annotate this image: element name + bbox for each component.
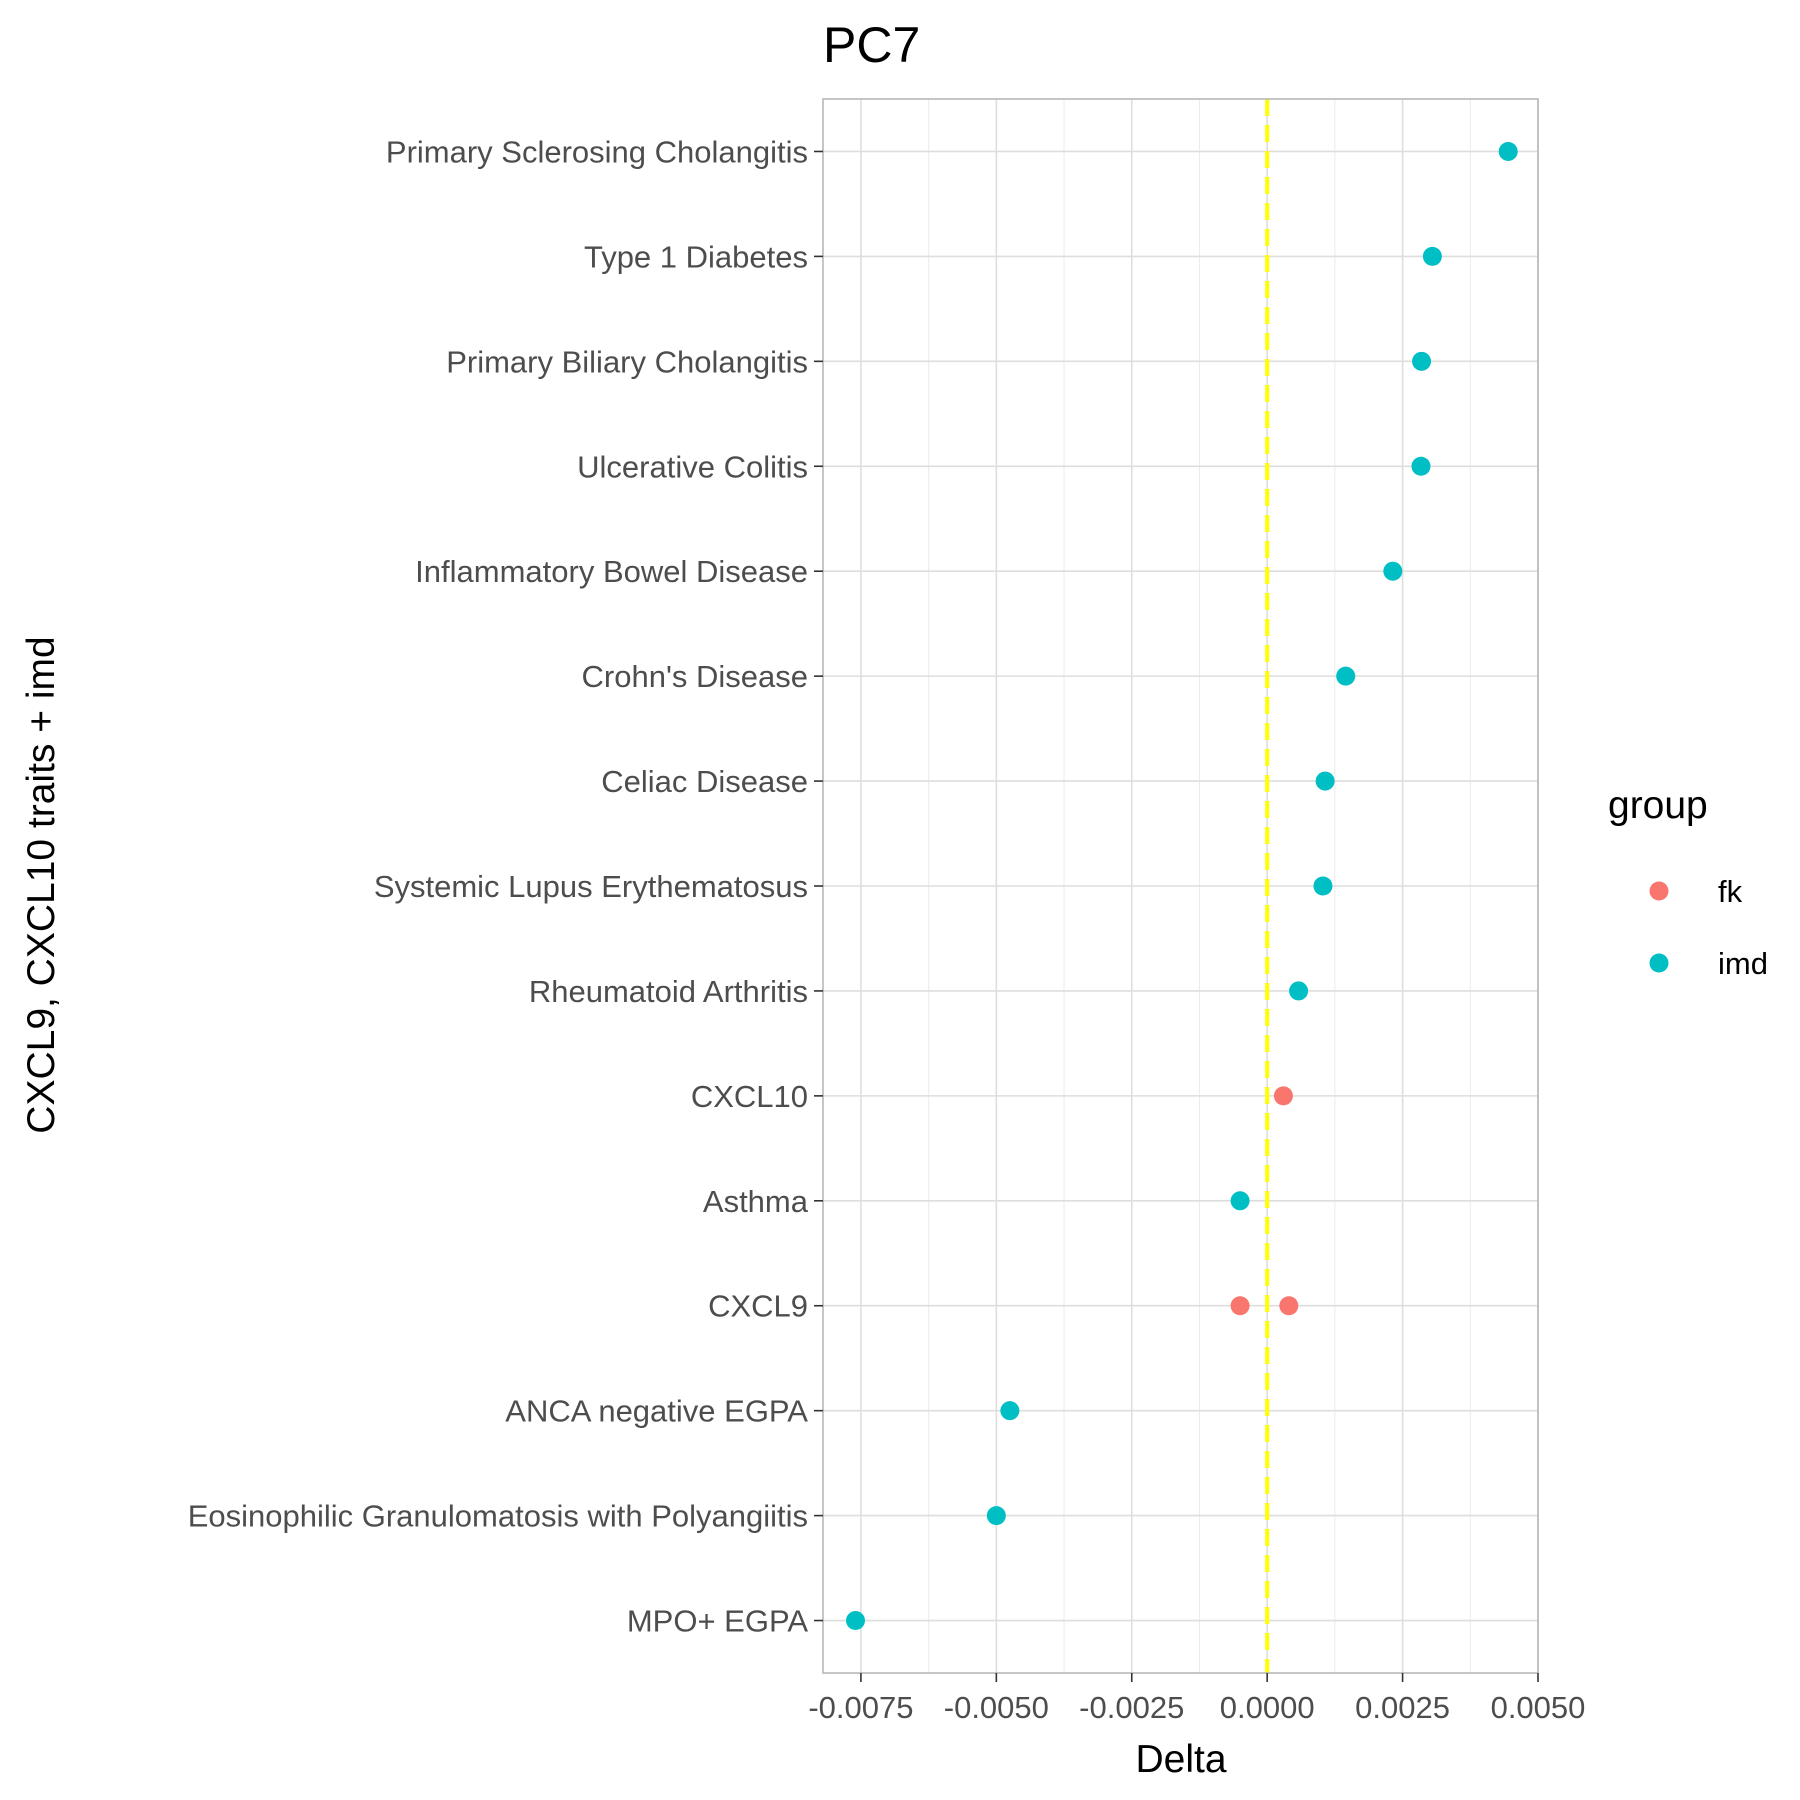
x-tick-label: 0.0000 [1220, 1690, 1315, 1725]
y-tick-label: Systemic Lupus Erythematosus [374, 869, 808, 904]
y-tick-label: Crohn's Disease [582, 659, 808, 694]
data-point-imd [1315, 771, 1335, 791]
data-point-imd [1230, 1191, 1250, 1211]
y-tick-label: ANCA negative EGPA [505, 1394, 808, 1429]
data-point-imd [1498, 141, 1518, 161]
x-axis-title: Delta [1135, 1738, 1226, 1781]
x-tick-label: 0.0050 [1491, 1690, 1586, 1725]
chart-title: PC7 [823, 17, 920, 73]
x-tick-label: -0.0025 [1079, 1690, 1184, 1725]
data-point-imd [1000, 1401, 1020, 1421]
legend-key-imd [1649, 953, 1669, 973]
data-point-fk [1273, 1086, 1293, 1106]
x-tick-label: -0.0050 [944, 1690, 1049, 1725]
legend-label-fk: fk [1718, 874, 1743, 909]
legend-key-fk [1649, 881, 1669, 901]
y-tick-label: Eosinophilic Granulomatosis with Polyang… [188, 1499, 808, 1534]
y-tick-label: CXCL9 [708, 1289, 808, 1324]
legend-label-imd: imd [1718, 946, 1768, 981]
y-axis-title: CXCL9, CXCL10 traits + imd [20, 636, 63, 1133]
data-point-imd [1411, 456, 1431, 476]
legend-title: group [1608, 784, 1708, 827]
data-point-imd [1383, 561, 1403, 581]
y-tick-label: Primary Biliary Cholangitis [446, 344, 808, 379]
axes: -0.0075 -0.0050 -0.0025 0.0000 0.0025 0.0050 P… [188, 134, 1586, 1725]
legend: group fk imd [1608, 784, 1768, 981]
data-point-imd [846, 1611, 865, 1631]
data-point-fk [1230, 1296, 1250, 1316]
data-point-imd [1422, 246, 1442, 266]
data-point-imd [1412, 351, 1432, 371]
y-tick-label: MPO+ EGPA [627, 1604, 808, 1639]
data-point-imd [986, 1506, 1006, 1526]
data-point-fk [1279, 1296, 1299, 1316]
y-tick-label: Primary Sclerosing Cholangitis [386, 134, 808, 169]
y-tick-label: Rheumatoid Arthritis [529, 974, 808, 1009]
y-tick-label: Asthma [703, 1184, 809, 1219]
x-tick-label: 0.0025 [1355, 1690, 1450, 1725]
y-tick-label: Ulcerative Colitis [577, 449, 808, 484]
data-point-imd [1336, 666, 1356, 686]
points [846, 141, 1518, 1631]
data-point-imd [1289, 981, 1309, 1001]
x-tick-label: -0.0075 [808, 1690, 913, 1725]
y-tick-label: Celiac Disease [601, 764, 808, 799]
y-tick-label: Type 1 Diabetes [584, 239, 808, 274]
y-tick-label: CXCL10 [691, 1079, 808, 1114]
data-point-imd [1313, 876, 1333, 896]
y-tick-label: Inflammatory Bowel Disease [415, 554, 808, 589]
